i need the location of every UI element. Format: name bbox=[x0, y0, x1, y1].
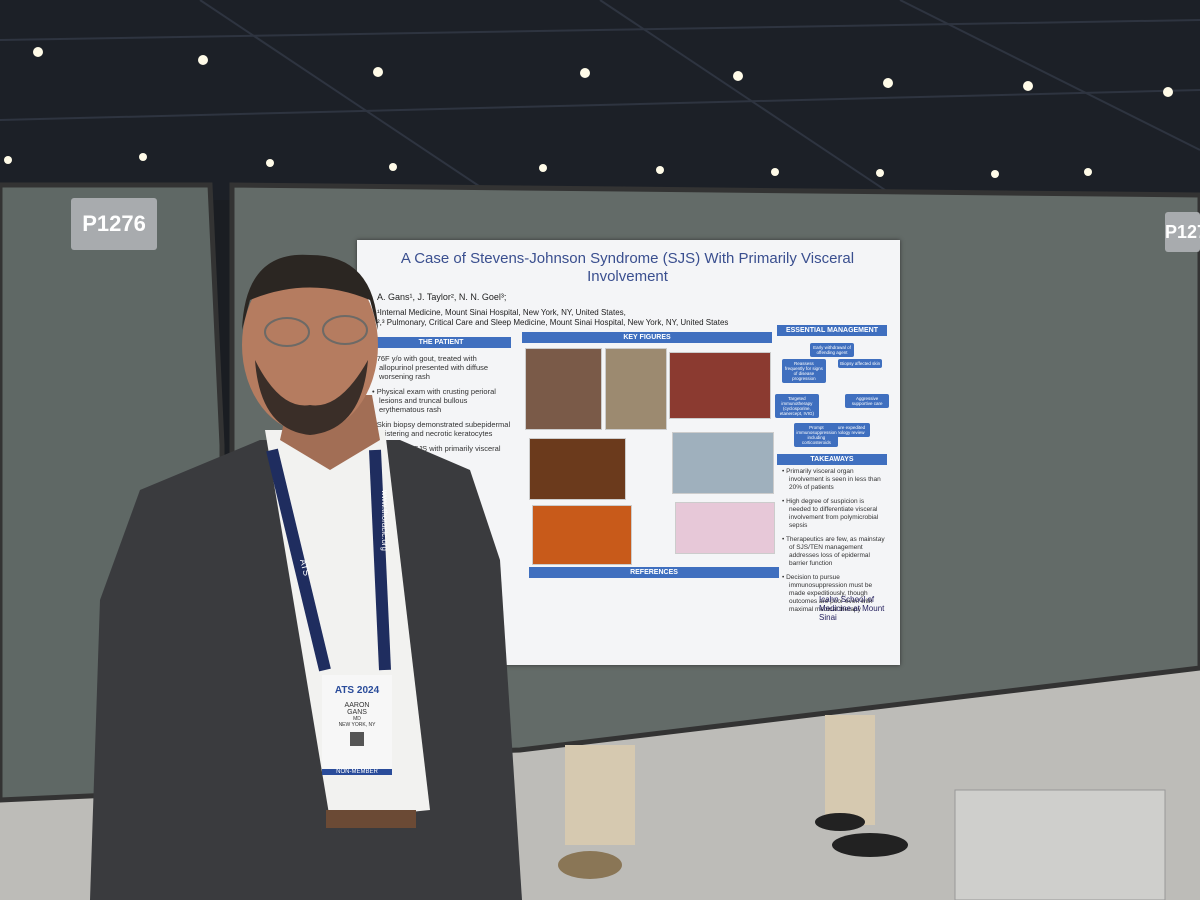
bullet: • Primarily visceral organ involvement i… bbox=[782, 468, 881, 491]
section-heading: REFERENCES bbox=[529, 567, 779, 578]
figure-image bbox=[675, 502, 775, 554]
figure-image bbox=[525, 348, 602, 430]
shoes bbox=[815, 813, 908, 857]
management-step: Biopsy affected skin bbox=[838, 358, 883, 368]
figure-image bbox=[605, 348, 667, 430]
section-heading: TAKEAWAYS bbox=[777, 454, 887, 465]
section-heading: KEY FIGURES bbox=[522, 332, 772, 343]
badge-location: NEW YORK, NY bbox=[338, 722, 376, 728]
bullet: • 76F y/o with gout, treated with allopu… bbox=[372, 354, 489, 381]
face bbox=[242, 257, 378, 433]
lanyard-text: ATS bbox=[298, 558, 312, 577]
institution-logo: Icahn School of Medicine at Mount Sinai bbox=[819, 595, 885, 622]
badge-credential: MD bbox=[353, 716, 361, 722]
poster-title: A Case of Stevens-Johnson Syndrome (SJS)… bbox=[400, 250, 855, 285]
name-badge: ATS 2024 AARON GANS MD NEW YORK, NY NON-… bbox=[322, 675, 392, 775]
hair bbox=[242, 254, 378, 330]
figure-image bbox=[529, 438, 626, 500]
booth-label: P127 bbox=[1165, 212, 1200, 252]
badge-first-name: AARON bbox=[344, 702, 370, 709]
ceiling bbox=[0, 0, 1200, 200]
bullet: • Skin biopsy demonstrated subepidermal … bbox=[372, 420, 511, 438]
lanyard-text: www.thoracic.org bbox=[380, 489, 389, 551]
qr-code bbox=[350, 732, 364, 746]
shoe bbox=[558, 851, 622, 879]
floor-plate bbox=[954, 789, 1166, 900]
belt bbox=[326, 810, 416, 828]
bullet-list: • Primarily visceral organ involvement i… bbox=[781, 468, 887, 620]
management-step: Reassess frequently for signs of disease… bbox=[781, 358, 826, 383]
management-step: Aggressive supportive care bbox=[845, 394, 890, 409]
affiliation: ¹Internal Medicine, Mount Sinai Hospital… bbox=[377, 308, 626, 317]
trusses bbox=[0, 0, 1200, 201]
bullet: • Decision to pursue immunosuppression m… bbox=[782, 574, 873, 613]
badge-last-name: GANS bbox=[347, 709, 367, 716]
badge-status: NON-MEMBER bbox=[322, 769, 392, 775]
lanyard bbox=[369, 449, 391, 671]
management-step: Targeted immunotherapy (cyclosporine, et… bbox=[774, 394, 819, 419]
booth-label: P1276 bbox=[71, 198, 157, 250]
glasses bbox=[264, 315, 368, 347]
poster-authors: A. Gans¹, J. Taylor², N. N. Goel³; bbox=[377, 292, 507, 302]
ceiling-lights bbox=[4, 47, 1173, 178]
lanyard bbox=[266, 448, 331, 672]
figure-image bbox=[669, 352, 771, 419]
management-cycle: Early withdrawal of offending agent Biops… bbox=[774, 338, 890, 448]
affiliation: ²,³ Pulmonary, Critical Care and Sleep M… bbox=[377, 318, 729, 327]
section-heading: THE PATIENT bbox=[371, 337, 511, 348]
bullet: • High degree of suspicion is needed to … bbox=[782, 498, 879, 529]
management-step: Prompt immunosuppression including corti… bbox=[794, 422, 839, 447]
background-legs bbox=[565, 715, 875, 845]
management-step: Early withdrawal of offending agent bbox=[810, 343, 854, 357]
figure-image bbox=[532, 505, 632, 565]
figure-image bbox=[672, 432, 774, 494]
beard bbox=[255, 360, 368, 435]
section-heading: ESSENTIAL MANAGEMENT bbox=[777, 325, 887, 336]
bullet: • Therapeutics are few, as mainstay of S… bbox=[782, 536, 885, 567]
bullet: • Physical exam with crusting perioral l… bbox=[372, 387, 496, 414]
badge-event: ATS 2024 bbox=[334, 685, 380, 696]
